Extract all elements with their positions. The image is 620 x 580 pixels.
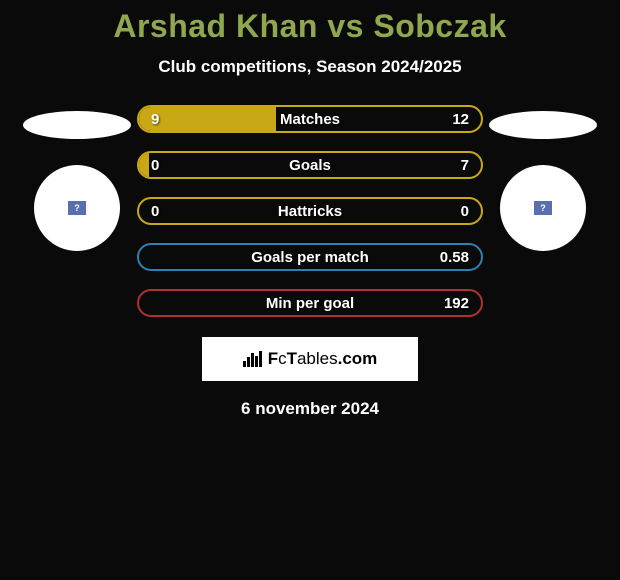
placeholder-icon: ? <box>68 201 86 215</box>
stat-right-value: 7 <box>461 157 469 174</box>
player-left-col: ? <box>17 105 137 251</box>
stat-fill <box>139 107 276 131</box>
main-area: ? 9 Matches 12 0 Goals 7 0 Hattricks 0 Goals per … <box>0 105 620 317</box>
brand-label: FcTables.com <box>268 349 378 369</box>
stat-fill <box>139 153 149 177</box>
player-left-badge: ? <box>34 165 120 251</box>
player-right-ellipse <box>489 111 597 139</box>
stat-left-value: 9 <box>151 111 159 128</box>
page-title: Arshad Khan vs Sobczak <box>113 8 506 45</box>
stat-left-value: 0 <box>151 157 159 174</box>
stat-bar: Goals per match 0.58 <box>137 243 483 271</box>
stat-right-value: 12 <box>452 111 469 128</box>
subtitle: Club competitions, Season 2024/2025 <box>158 57 461 77</box>
stats-bars: 9 Matches 12 0 Goals 7 0 Hattricks 0 Goals per ma… <box>137 105 483 317</box>
stat-label: Goals per match <box>251 249 369 266</box>
stat-label: Min per goal <box>266 295 354 312</box>
brand-box[interactable]: FcTables.com <box>202 337 418 381</box>
stat-right-value: 0.58 <box>440 249 469 266</box>
stat-bar: 0 Hattricks 0 <box>137 197 483 225</box>
stat-right-value: 192 <box>444 295 469 312</box>
player-right-col: ? <box>483 105 603 251</box>
stat-label: Hattricks <box>278 203 342 220</box>
stat-bar: Min per goal 192 <box>137 289 483 317</box>
stat-right-value: 0 <box>461 203 469 220</box>
date-label: 6 november 2024 <box>241 399 379 419</box>
stat-label: Matches <box>280 111 340 128</box>
stat-left-value: 0 <box>151 203 159 220</box>
stat-bar: 9 Matches 12 <box>137 105 483 133</box>
stat-bar: 0 Goals 7 <box>137 151 483 179</box>
comparison-card: Arshad Khan vs Sobczak Club competitions… <box>0 0 620 419</box>
bar-chart-icon <box>243 351 262 367</box>
player-left-ellipse <box>23 111 131 139</box>
player-right-badge: ? <box>500 165 586 251</box>
placeholder-icon: ? <box>534 201 552 215</box>
stat-label: Goals <box>289 157 331 174</box>
